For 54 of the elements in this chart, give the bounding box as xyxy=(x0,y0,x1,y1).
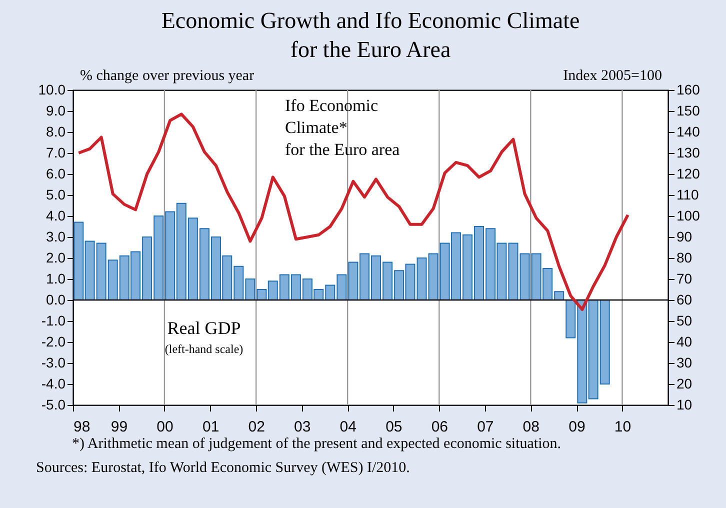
y-tick-label: 10.0 xyxy=(38,82,66,98)
y2-tick-label: 70 xyxy=(676,270,692,286)
x-tick-label: 06 xyxy=(431,418,448,436)
y2-tick-label: 20 xyxy=(676,376,692,392)
text: *) Arithmetic mean of judgement of the present and expected economic situation. xyxy=(72,436,562,452)
x-tick-label: 08 xyxy=(522,418,540,436)
series-label: Real GDP xyxy=(167,318,241,338)
y-tick-label: 6.0 xyxy=(46,166,66,182)
y2-tick-label: 80 xyxy=(676,250,692,266)
y-tick-label: -4.0 xyxy=(41,376,66,392)
y2-tick-label: 60 xyxy=(676,292,692,308)
y-tick-label: -1.0 xyxy=(41,312,66,328)
chart-title: Economic Growth and Ifo Economic Climate for the Euro Area xyxy=(161,8,580,62)
x-tick-label: 01 xyxy=(202,418,220,436)
line-series xyxy=(77,112,630,311)
annotation: (left-hand scale) xyxy=(164,342,244,356)
y-tick-label: 3.0 xyxy=(46,228,66,244)
x-tick-label: 99 xyxy=(110,418,128,436)
y2-tick-label: 40 xyxy=(676,334,692,350)
source-note: Sources: Eurostat, Ifo World Economic Survey (WES) I/2010. xyxy=(36,460,410,476)
y-tick-label: 9.0 xyxy=(46,102,66,118)
series-label: Ifo Economic Climate* for the Euro area xyxy=(285,96,400,159)
y-tick-label: 8.0 xyxy=(46,124,66,140)
y-tick-label: 2.0 xyxy=(46,250,66,266)
y2-axis-title: Index 2005=100 xyxy=(563,68,662,84)
y-tick-label: 1.0 xyxy=(46,270,66,286)
x-tick-label: 10 xyxy=(614,418,632,436)
x-tick-label: 04 xyxy=(340,418,356,436)
y-tick-label: 7.0 xyxy=(46,144,66,160)
y2-tick-label: 160 xyxy=(676,82,700,98)
x-tick-label: 02 xyxy=(248,418,265,436)
y-axis-title: % change over previous year xyxy=(80,68,254,84)
y2-tick-label: 30 xyxy=(676,354,692,370)
y2-tick-label: 130 xyxy=(676,144,700,160)
x-tick-label: 05 xyxy=(386,418,402,436)
y2-tick-label: 90 xyxy=(676,228,692,244)
y-tick-label: 0.0 xyxy=(46,292,66,308)
y2-tick-label: 120 xyxy=(676,166,700,182)
y2-tick-label: 150 xyxy=(676,102,700,118)
y2-tick-label: 110 xyxy=(676,186,700,202)
y2-tick-label: 140 xyxy=(676,124,700,140)
y2-tick-label: 100 xyxy=(676,208,700,224)
x-tick-label: 09 xyxy=(568,418,586,436)
y-tick-label: 5.0 xyxy=(46,186,66,202)
x-tick-label: 03 xyxy=(294,418,311,436)
x-tick-label: 98 xyxy=(74,418,90,436)
y-tick-label: 4.0 xyxy=(46,208,66,224)
x-tick-label: 00 xyxy=(156,418,174,436)
y-tick-label: -3.0 xyxy=(41,354,66,370)
x-tick-label: 07 xyxy=(477,418,494,436)
y2-tick-label: 10 xyxy=(676,396,692,412)
y-tick-label: -2.0 xyxy=(41,334,66,350)
y2-tick-label: 50 xyxy=(676,312,692,328)
y-tick-label: -5.0 xyxy=(41,396,66,412)
